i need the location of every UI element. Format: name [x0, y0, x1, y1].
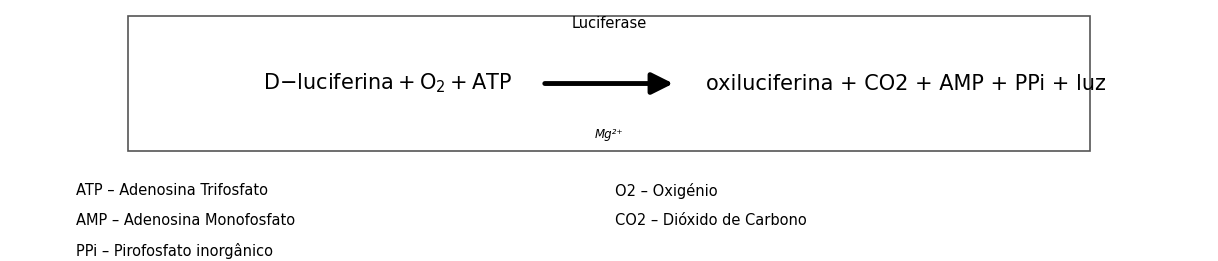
Text: Luciferase: Luciferase [571, 16, 647, 31]
FancyBboxPatch shape [128, 16, 1090, 151]
Text: AMP – Adenosina Monofosfato: AMP – Adenosina Monofosfato [76, 213, 295, 228]
Text: Mg²⁺: Mg²⁺ [594, 128, 624, 141]
Text: $\mathregular{D{-}luciferina + O_2 + ATP}$: $\mathregular{D{-}luciferina + O_2 + ATP… [263, 72, 512, 95]
Text: oxiluciferina + CO2 + AMP + PPi + luz: oxiluciferina + CO2 + AMP + PPi + luz [706, 74, 1106, 93]
Text: PPi – Pirofosfato inorgânico: PPi – Pirofosfato inorgânico [76, 243, 273, 259]
Text: ATP – Adenosina Trifosfato: ATP – Adenosina Trifosfato [76, 183, 268, 198]
Text: CO2 – Dióxido de Carbono: CO2 – Dióxido de Carbono [615, 213, 806, 228]
Text: O2 – Oxigénio: O2 – Oxigénio [615, 183, 717, 199]
